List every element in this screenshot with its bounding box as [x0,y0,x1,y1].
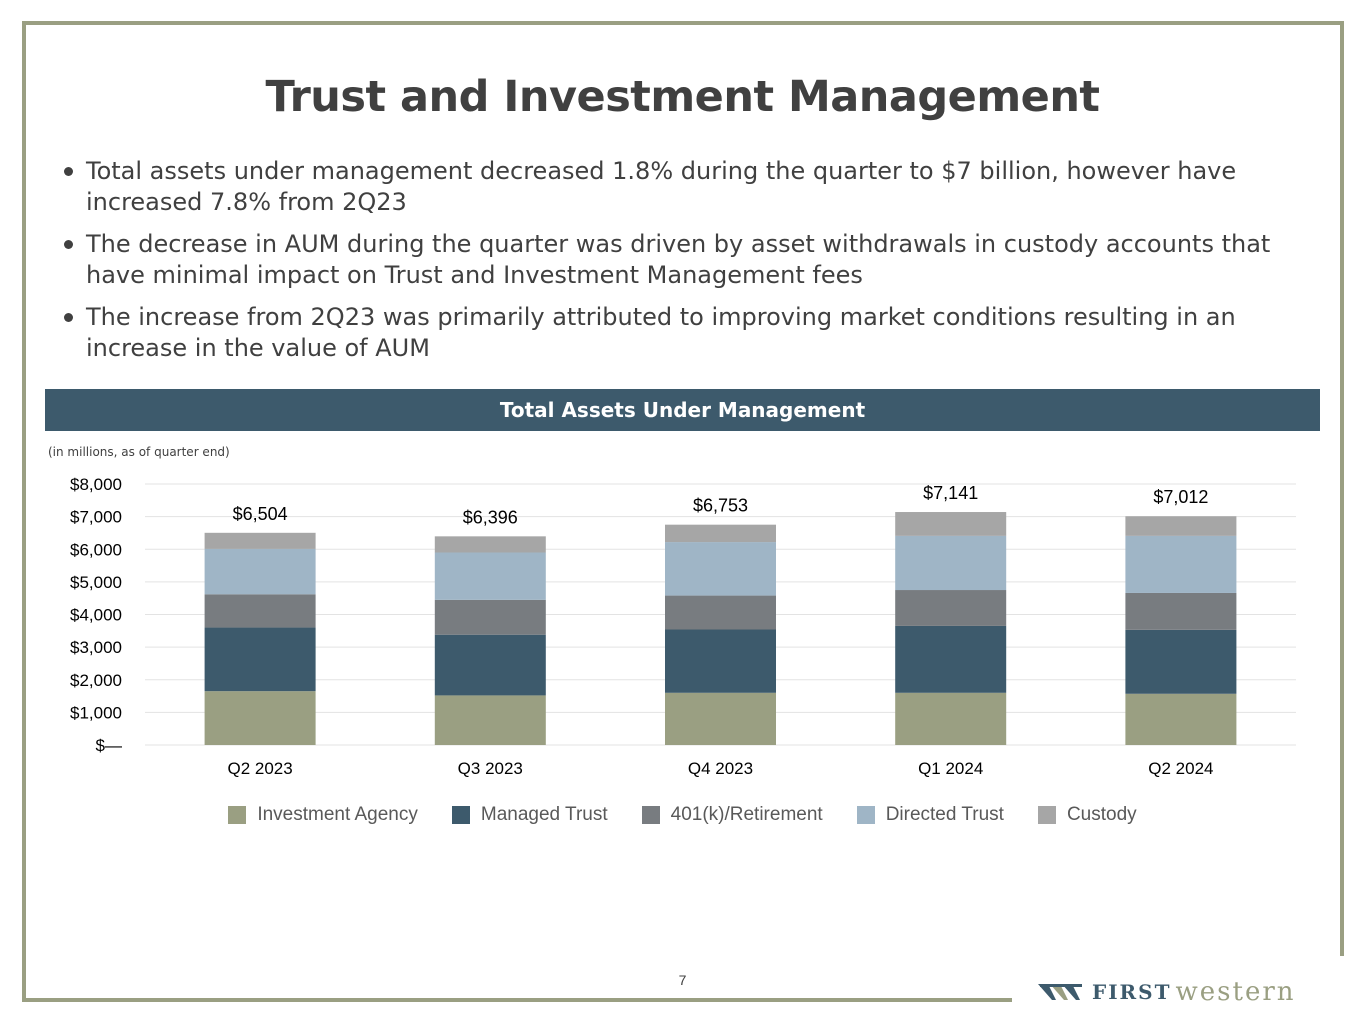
bar-total-label: $7,012 [1153,487,1208,507]
bar-segment [434,599,546,635]
bar-segment [1125,516,1237,536]
bar-segment [895,535,1007,591]
bar-segment [665,542,776,596]
bar-total-label: $6,396 [463,507,518,527]
x-tick-label: Q2 2024 [1148,759,1213,778]
bar-segment [665,524,776,543]
legend-label: Investment Agency [257,804,418,825]
bullet-item: The decrease in AUM during the quarter w… [62,229,1312,291]
bar-segment [204,627,316,692]
bar-segment [895,512,1007,536]
bar-segment [895,692,1007,745]
legend-swatch [451,806,470,824]
legend-swatch [856,806,875,824]
slide-title: Trust and Investment Management [265,72,1100,122]
y-tick-label: $3,000 [70,638,122,657]
frame-left-border [22,21,26,1002]
y-tick-label: $4,000 [70,606,122,625]
logo-text-western: western [1175,977,1296,1007]
y-tick-label: $6,000 [70,540,122,559]
y-tick-label: $2,000 [70,671,122,690]
bullet-list: Total assets under management decreased … [62,156,1312,375]
frame-top-border [22,21,1344,25]
bar-segment [1125,629,1237,694]
legend-item: 401(k)/Retirement [641,804,823,826]
y-tick-label: $1,000 [70,703,122,722]
bar-segment [434,536,546,553]
bullet-item: The increase from 2Q23 was primarily att… [62,302,1312,364]
legend-item: Custody [1037,804,1137,826]
bar-segment [204,594,316,628]
bar-segment [204,548,316,595]
legend-item: Directed Trust [856,804,1004,826]
bar-segment [434,634,546,696]
legend-label: Custody [1066,804,1137,825]
bar-segment [665,595,776,630]
y-tick-label: $8,000 [70,475,122,494]
x-tick-label: Q2 2023 [227,759,292,778]
bar-segment [895,625,1007,693]
x-tick-label: Q3 2023 [458,759,523,778]
bar-total-label: $6,504 [233,504,288,524]
chart-units-note: (in millions, as of quarter end) [48,445,230,459]
bullet-dot-icon [64,240,73,249]
legend-swatch [1037,806,1056,824]
frame-right-border [1340,21,1344,956]
x-tick-label: Q4 2023 [688,759,753,778]
aum-stacked-bar-chart: $— $1,000 $2,000 $3,000 $4,000 $5,000 $6,000 $7… [70,475,1296,778]
bar-segment [434,552,546,600]
logo-mark-icon [1038,984,1082,1000]
x-tick-label: Q1 2024 [918,759,983,778]
legend-item: Managed Trust [451,804,608,826]
y-tick-label: $5,000 [70,573,122,592]
y-tick-label: $7,000 [70,508,122,527]
bar-segment [1125,592,1237,630]
bullet-text: The increase from 2Q23 was primarily att… [86,303,1236,362]
legend-swatch [228,806,247,824]
bullet-text: Total assets under management decreased … [86,157,1237,216]
bar-segment [665,692,776,745]
legend-label: 401(k)/Retirement [670,804,823,825]
chart-legend: Investment Agency Managed Trust 401(k)/Ret… [0,804,1365,826]
frame-bottom-border [22,998,1012,1002]
y-tick-label: $— [96,736,122,755]
legend-label: Directed Trust [885,804,1004,825]
bullet-dot-icon [64,313,73,322]
bar-total-label: $7,141 [923,483,978,503]
legend-swatch [641,806,660,824]
bar-segment [665,629,776,693]
bar-segment [434,695,546,745]
bar-segment [204,532,316,549]
bullet-item: Total assets under management decreased … [62,156,1312,218]
bar-segment [204,691,316,745]
bar-segment [895,590,1007,626]
bullet-dot-icon [64,167,73,176]
bar-segment [1125,535,1237,593]
legend-item: Investment Agency [228,804,418,826]
bar-total-label: $6,753 [693,496,748,516]
page-number: 7 [678,972,687,988]
bullet-text: The decrease in AUM during the quarter w… [86,230,1271,289]
legend-label: Managed Trust [480,804,608,825]
logo-text-first: FIRST [1092,980,1172,1004]
company-logo: FIRST western [1038,977,1296,1007]
bar-segment [1125,693,1237,745]
chart-title-banner: Total Assets Under Management [45,389,1320,431]
